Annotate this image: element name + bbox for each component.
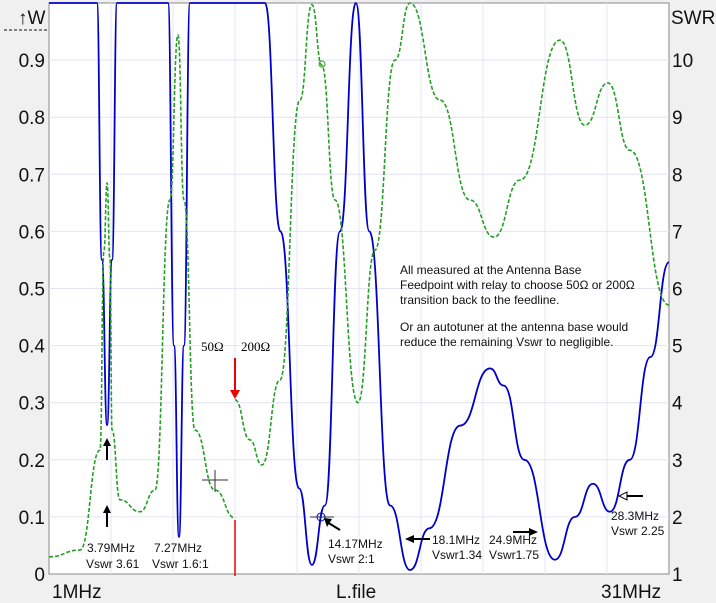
left-tick-label: 0.7: [19, 165, 45, 186]
right-tick-label: 5: [672, 337, 683, 358]
up-arrow-icon: [103, 438, 111, 460]
left-tick-label: 0.3: [19, 394, 45, 415]
left-arrow-icon: [405, 535, 430, 543]
red-arrowhead-icon: [230, 390, 240, 399]
label-vswr: Vswr 3.61: [86, 557, 140, 571]
right-tick-label: 7: [672, 222, 683, 243]
left-tick-label: 0.6: [19, 222, 45, 243]
right-tick-label: 2: [672, 508, 683, 529]
right-tick-label: 9: [672, 108, 683, 129]
left-tick-label: 0.1: [19, 508, 45, 529]
label-vswr: Vswr1.75: [489, 548, 539, 562]
right-tick-label: 3: [672, 451, 683, 472]
label-vswr: Vswr 1.6:1: [152, 557, 209, 571]
right-axis-label: SWR: [671, 8, 715, 29]
left-tick-label: 0.4: [19, 337, 46, 358]
up-arrow-icon: [103, 505, 111, 527]
left-tick-label: 0.8: [19, 108, 45, 129]
x-label-left: 1MHz: [52, 582, 102, 603]
hollow-left-arrow-icon: [617, 491, 643, 501]
label-vswr: Vswr 2:1: [328, 552, 375, 566]
x-label-center: L.file: [336, 582, 376, 603]
label-freq: 3.79MHz: [87, 541, 135, 555]
label-vswr: Vswr1.34: [432, 548, 482, 562]
w-series-line: [48, 34, 236, 558]
swr-series-line: [48, 2, 670, 571]
left-axis-label: ↑W: [18, 8, 46, 29]
note-line: transition back to the feedline.: [400, 293, 559, 307]
label-freq: 14.17MHz: [328, 537, 383, 551]
note-line: reduce the remaining Vswr to negligible.: [400, 335, 613, 349]
label-freq: 24.9MHz: [489, 533, 537, 547]
right-tick-label: 8: [672, 165, 683, 186]
left-tick-label: 0: [34, 565, 45, 586]
note-line: Or an autotuner at the antenna base woul…: [400, 320, 628, 334]
label-freq: 18.1MHz: [432, 533, 480, 547]
note-line: All measured at the Antenna Base: [400, 263, 582, 277]
left-tick-label: 0.5: [19, 280, 45, 301]
label-freq: 28.3MHz: [611, 509, 659, 523]
w-series-line: [234, 2, 670, 466]
left-tick-label: 0.2: [19, 451, 45, 472]
right-arrow-icon: [513, 528, 538, 536]
diagonal-arrow-icon: [324, 518, 341, 531]
relay-200-label: 200Ω: [241, 339, 270, 354]
cursor-marker: [310, 512, 334, 522]
right-tick-label: 1: [672, 565, 683, 586]
label-vswr: Vswr 2.25: [611, 524, 665, 538]
green-point-marker: [318, 60, 326, 68]
relay-50-label: 50Ω: [201, 339, 224, 354]
x-label-right: 31MHz: [601, 582, 661, 603]
right-tick-label: 4: [672, 394, 683, 415]
left-tick-label: 0.9: [19, 51, 45, 72]
note-line: Feedpoint with relay to choose 50Ω or 20…: [400, 278, 635, 292]
crosshair-marker: [202, 470, 228, 492]
label-freq: 7.27MHz: [154, 541, 202, 555]
right-tick-label: 6: [672, 280, 683, 301]
right-tick-label: 10: [672, 51, 693, 72]
